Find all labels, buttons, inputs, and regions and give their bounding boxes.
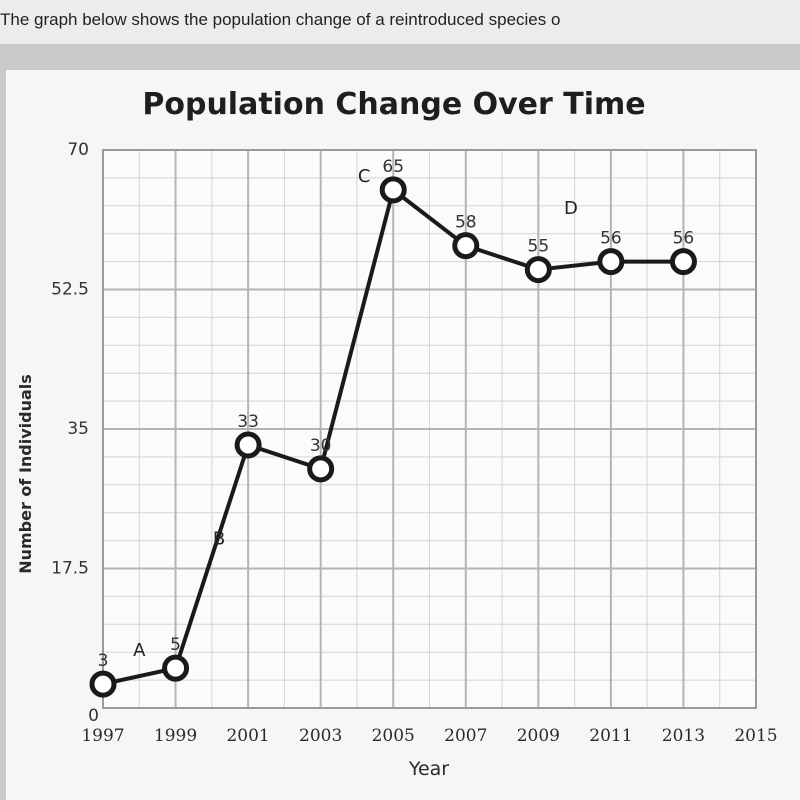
y-tick-label: 35 (67, 419, 89, 439)
data-label: 30 (310, 436, 332, 456)
chart-panel: Population Change Over Time 1997 1999 2001… (6, 70, 800, 800)
x-tick-label: 2003 (299, 726, 342, 746)
data-point-marker (89, 670, 117, 698)
data-label: 58 (455, 213, 477, 233)
data-point-marker (452, 232, 480, 260)
data-label: 5 (170, 635, 181, 655)
data-point-marker (307, 455, 335, 483)
x-tick-label: 2011 (589, 726, 632, 746)
y-tick-label: 17.5 (51, 559, 89, 579)
x-axis-label: Year (408, 758, 449, 780)
x-tick-label: 2015 (734, 726, 777, 746)
y-tick-label: 52.5 (51, 280, 89, 300)
data-label: 55 (528, 237, 550, 257)
x-tick-label: 1999 (154, 726, 197, 746)
region-annotation-label: B (213, 529, 225, 550)
data-label: 56 (673, 229, 695, 249)
chart-title: Population Change Over Time (142, 87, 645, 122)
region-annotation-label: D (564, 198, 578, 219)
data-point-marker (597, 248, 625, 276)
data-label: 3 (98, 651, 109, 671)
data-label: 33 (237, 412, 259, 432)
y-tick-label: 0 (88, 706, 99, 726)
region-annotation-label: C (358, 166, 371, 187)
plot-frame (102, 149, 757, 709)
data-point-marker (669, 248, 697, 276)
x-tick-label: 2007 (444, 726, 487, 746)
y-tick-label: 70 (67, 140, 89, 160)
x-tick-label: 2009 (517, 726, 560, 746)
plot-area: 1997 1999 2001 2003 2005 2007 2009 2011 2013 2015… (51, 140, 777, 746)
line-chart: Population Change Over Time 1997 1999 2001… (16, 87, 778, 780)
x-tick-label: 2005 (372, 726, 415, 746)
data-point-marker (162, 654, 190, 682)
question-prompt-text: The graph below shows the population cha… (0, 10, 561, 29)
y-axis-label: Number of Individuals (16, 374, 35, 574)
data-point-marker (379, 176, 407, 204)
data-label: 56 (600, 229, 622, 249)
question-prompt-bar: The graph below shows the population cha… (0, 0, 800, 44)
x-tick-label: 2013 (662, 726, 705, 746)
data-point-marker (234, 431, 262, 459)
x-tick-label: 1997 (81, 726, 124, 746)
data-label: 65 (382, 157, 404, 177)
data-point-marker (524, 256, 552, 284)
x-tick-label: 2001 (226, 726, 269, 746)
region-annotation-label: A (133, 640, 146, 661)
